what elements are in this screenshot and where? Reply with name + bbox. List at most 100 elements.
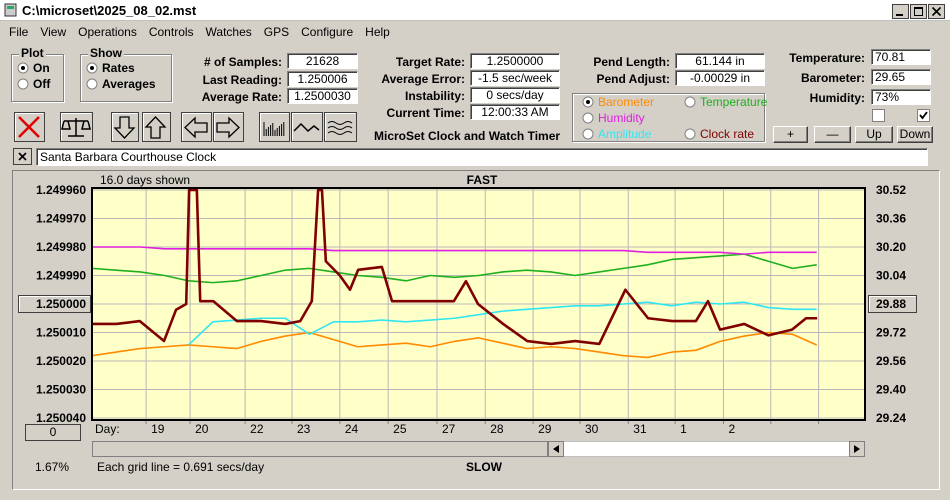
maximize-button[interactable] <box>910 4 927 19</box>
left-button[interactable] <box>181 112 212 142</box>
readout-field: 0 secs/day <box>470 87 560 103</box>
radio-ring <box>582 112 594 124</box>
wave-button[interactable] <box>291 112 323 142</box>
menu-item[interactable]: Controls <box>148 25 194 39</box>
menu-bar: File View Operations Controls Watches GPS Conf… <box>4 23 397 41</box>
readout-label: Average Error: <box>381 72 465 86</box>
minimize-button[interactable] <box>892 4 909 19</box>
readout-field: 12:00:33 AM <box>470 104 560 120</box>
menu-item[interactable]: Help <box>365 25 390 39</box>
radio-label[interactable]: Off <box>33 77 51 91</box>
series-line <box>92 246 817 255</box>
zero-button-label: 0 <box>50 425 57 439</box>
menu-item[interactable]: Watches <box>205 25 252 39</box>
y-tick-label: 1.250030 <box>36 383 86 397</box>
tick-button-highlight <box>19 296 90 312</box>
legend-radio[interactable] <box>582 112 594 124</box>
radio-label[interactable]: On <box>33 61 50 75</box>
readout-label: Target Rate: <box>395 55 465 69</box>
app-icon <box>4 3 17 17</box>
tick-button-highlight <box>869 296 916 312</box>
plot-lines <box>92 189 818 359</box>
radio-dot <box>586 100 590 104</box>
right-button[interactable] <box>213 112 244 142</box>
button[interactable]: Down <box>897 126 933 143</box>
radio-button[interactable] <box>17 78 29 90</box>
radio-button[interactable] <box>86 62 98 74</box>
readout-field: 1.250006 <box>287 70 358 87</box>
y-tick-label: 29.88 <box>876 297 906 311</box>
menu-item[interactable]: View <box>40 25 67 39</box>
group-title: Plot <box>19 46 46 60</box>
histogram-button[interactable] <box>259 112 290 142</box>
readout-field: 73% <box>871 89 931 105</box>
y-tick-label: 1.250000 <box>36 297 86 311</box>
close-button[interactable] <box>928 4 945 19</box>
scroll-thumb[interactable] <box>92 441 548 457</box>
y-tick-label: 30.52 <box>876 183 906 197</box>
legend-radio[interactable] <box>582 128 594 140</box>
readout-label: Average Rate: <box>201 90 282 104</box>
button-highlight <box>182 113 211 141</box>
x-tick-label: 30 <box>585 422 599 436</box>
menu-item[interactable]: Operations <box>78 25 137 39</box>
menu-item[interactable]: Configure <box>301 25 354 39</box>
y-tick-label: 1.249960 <box>36 183 86 197</box>
readout-field: 61.144 in <box>675 53 765 69</box>
readout-field: 29.65 <box>871 69 931 85</box>
radio-label[interactable]: Rates <box>102 61 135 75</box>
legend-label[interactable]: Humidity <box>598 111 645 125</box>
y-tick-label: 29.24 <box>876 411 906 425</box>
watch-name-field[interactable]: Santa Barbara Courthouse Clock <box>36 148 928 166</box>
x-tick-label: 22 <box>250 422 264 436</box>
x-tick-label: 19 <box>151 422 165 436</box>
radio-ring <box>582 128 594 140</box>
group-title: Show <box>88 46 124 60</box>
radio-button[interactable] <box>17 62 29 74</box>
legend-radio[interactable] <box>684 128 696 140</box>
button[interactable]: Up <box>855 126 893 143</box>
legend-label[interactable]: Temperature <box>700 95 768 109</box>
x-tick-label: 1 <box>680 422 687 436</box>
icon <box>113 116 136 139</box>
scrollbar[interactable] <box>92 441 865 457</box>
y-tick-label: 1.249980 <box>36 240 86 254</box>
tick-button[interactable] <box>868 295 917 313</box>
legend-label[interactable]: Clock rate <box>700 127 755 141</box>
series-line <box>92 331 818 359</box>
legend-radio[interactable] <box>582 96 594 108</box>
icon <box>263 122 285 136</box>
legend-radio[interactable] <box>684 96 696 108</box>
balance-button[interactable] <box>60 112 93 142</box>
grid-scale-note: Each grid line = 0.691 secs/day <box>97 460 264 474</box>
down-button[interactable] <box>111 112 139 142</box>
readout-label: Last Reading: <box>202 72 282 87</box>
y-tick-label: 1.249970 <box>36 212 86 226</box>
tick-button[interactable] <box>18 295 91 313</box>
menu-item[interactable]: GPS <box>263 25 290 39</box>
y-tick-label: 1.250040 <box>36 411 86 425</box>
clear-button[interactable] <box>14 112 45 142</box>
legend-label[interactable]: Barometer <box>598 95 655 109</box>
readout-label: # of Samples: <box>203 55 282 69</box>
remove-watch-button[interactable] <box>13 148 32 165</box>
radio-button[interactable] <box>86 78 98 90</box>
percent-label: 1.67% <box>35 460 69 474</box>
icon <box>61 118 91 137</box>
icon <box>184 116 208 139</box>
checkbox[interactable] <box>917 109 930 122</box>
button[interactable]: + <box>773 126 808 143</box>
up-button[interactable] <box>142 112 171 142</box>
x-tick-label: 20 <box>195 422 209 436</box>
checkbox[interactable] <box>872 109 885 122</box>
lines-button[interactable] <box>324 112 357 142</box>
zero-button[interactable] <box>25 424 81 441</box>
window-controls[interactable] <box>892 4 946 19</box>
radio-label[interactable]: Averages <box>102 77 156 91</box>
radio-dot <box>90 66 94 70</box>
menu-item[interactable]: File <box>9 25 29 39</box>
button[interactable]: — <box>814 126 851 143</box>
readout-field: 21628 <box>287 53 358 69</box>
legend-label[interactable]: Amplitude <box>598 127 652 141</box>
